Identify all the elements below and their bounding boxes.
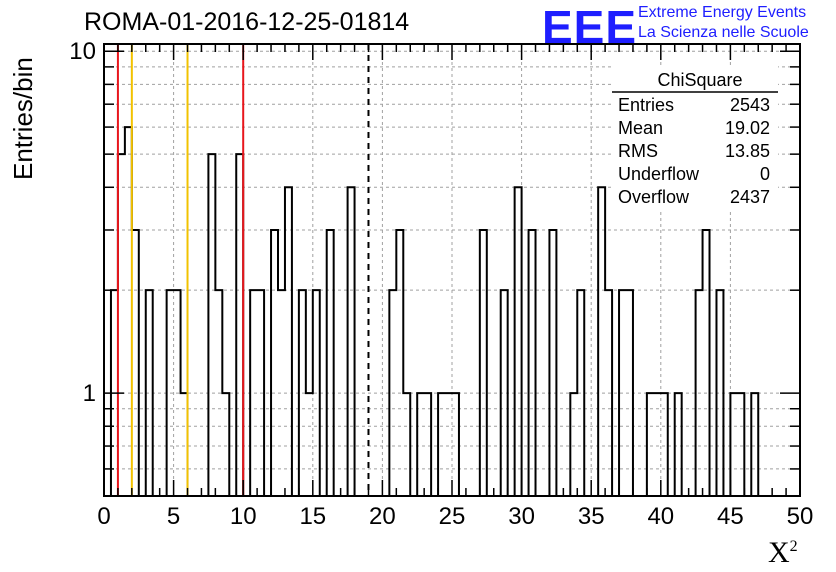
histogram-bar	[285, 187, 292, 496]
histogram-bar	[598, 187, 605, 496]
x-tick-label: 15	[299, 503, 326, 530]
x-axis-label: X2	[768, 536, 798, 570]
stats-row-value: 13.85	[725, 141, 770, 161]
stats-row-value: 2437	[730, 187, 770, 207]
x-tick-label: 50	[787, 503, 814, 530]
stats-row-label: Mean	[618, 118, 663, 138]
x-tick-label: 5	[167, 503, 180, 530]
stats-row-label: Underflow	[618, 164, 700, 184]
histogram-bar	[208, 154, 215, 496]
histogram-bar	[118, 154, 125, 496]
stats-row-label: Entries	[618, 95, 674, 115]
x-tick-label: 20	[369, 503, 396, 530]
x-tick-label: 25	[439, 503, 466, 530]
logo-line-2: La Scienza nelle Scuole	[638, 24, 809, 41]
histogram-bar	[348, 187, 355, 496]
stats-row-value: 19.02	[725, 118, 770, 138]
histogram-bar	[396, 230, 403, 496]
histogram-bar	[549, 230, 556, 496]
logo-line-1: Extreme Energy Events	[638, 4, 807, 21]
histogram-bar	[480, 230, 487, 496]
stats-row-label: RMS	[618, 141, 658, 161]
stats-row-label: Overflow	[618, 187, 690, 207]
x-axis-label-text: X	[768, 536, 790, 569]
stats-row-value: 0	[760, 164, 770, 184]
stats-box-background	[612, 66, 778, 212]
x-tick-label: 0	[97, 503, 110, 530]
y-tick-label: 10	[69, 38, 96, 65]
x-tick-label: 10	[230, 503, 257, 530]
histogram-bar	[515, 187, 522, 496]
histogram-bar	[132, 230, 139, 496]
histogram-bar	[703, 230, 710, 496]
histogram-bar	[529, 230, 536, 496]
histogram-bar	[125, 127, 132, 496]
histogram-bar	[271, 230, 278, 496]
stats-box-title: ChiSquare	[657, 70, 742, 90]
x-tick-label: 45	[717, 503, 744, 530]
x-tick-label: 40	[647, 503, 674, 530]
x-tick-label: 35	[578, 503, 605, 530]
y-tick-label: 1	[83, 380, 96, 407]
x-tick-label: 30	[508, 503, 535, 530]
stats-row-value: 2543	[730, 95, 770, 115]
chart-title: ROMA-01-2016-12-25-01814	[84, 8, 410, 36]
histogram-bar	[236, 154, 243, 496]
histogram-bar	[327, 230, 334, 496]
x-axis-label-superscript: 2	[789, 538, 798, 555]
